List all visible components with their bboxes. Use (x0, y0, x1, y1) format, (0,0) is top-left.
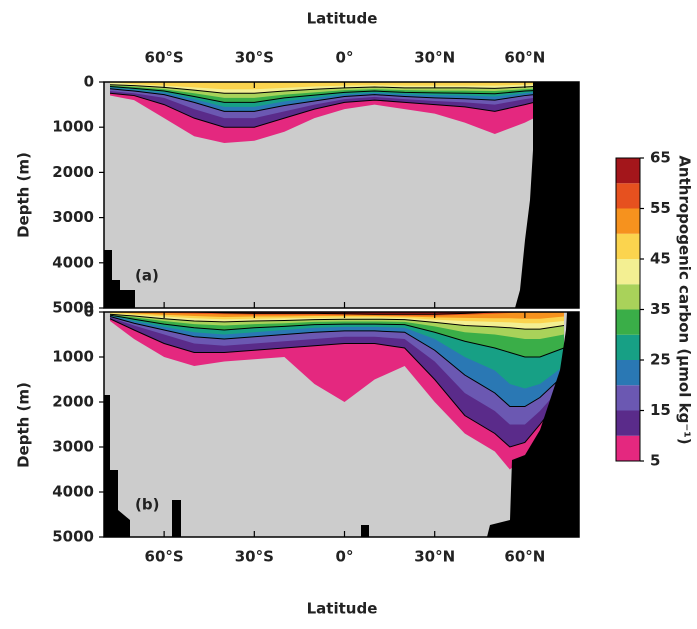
y-tick-label: 1000 (52, 348, 94, 366)
y-tick-label: 2000 (52, 163, 94, 181)
y-axis-title: Depth (m) (15, 152, 33, 238)
land-mass (361, 525, 369, 537)
colorbar-title: Anthropogenic carbon (μmol kg⁻¹) (676, 155, 694, 444)
colorbar-band (616, 385, 640, 411)
colorbar-band (616, 208, 640, 234)
contour-line (109, 84, 534, 94)
panel-label: (b) (135, 496, 159, 514)
y-tick-label: 0 (84, 303, 94, 321)
panel-label: (a) (135, 267, 159, 285)
y-tick-label: 1000 (52, 118, 94, 136)
x-tick-label: 60°N (504, 49, 545, 67)
colorbar-band (616, 435, 640, 461)
land (104, 82, 579, 537)
colorbar-tick-label: 35 (650, 300, 671, 318)
contour-line (109, 88, 534, 112)
y-tick-label: 3000 (52, 208, 94, 226)
colorbar-band (616, 360, 640, 386)
contour-line (110, 312, 564, 315)
y-tick-label: 5000 (52, 528, 94, 546)
y-tick-label: 3000 (52, 438, 94, 456)
colorbar-band (616, 309, 640, 335)
land-mass (172, 500, 181, 537)
x-tick-label: 0° (336, 548, 354, 566)
colorbar-tick-label: 25 (650, 351, 671, 369)
y-axis-title: Depth (m) (15, 382, 33, 468)
y-tick-label: 2000 (52, 393, 94, 411)
contour-line (109, 316, 565, 407)
x-tick-label: 30°N (414, 548, 455, 566)
colorbar-band (616, 259, 640, 285)
colorbar-tick-label: 5 (650, 452, 660, 470)
y-tick-label: 4000 (52, 253, 94, 271)
colorbar-tick-label: 45 (650, 250, 671, 268)
y-tick-label: 0 (84, 73, 94, 91)
land-mass (487, 312, 579, 537)
frame (103, 81, 580, 309)
panel (104, 82, 579, 308)
frame (103, 311, 580, 538)
y-tick-label: 4000 (52, 483, 94, 501)
x-tick-label: 30°N (414, 49, 455, 67)
colorbar-tick-label: 65 (650, 149, 671, 167)
x-tick-label: 60°S (145, 49, 184, 67)
x-axis-title-top: Latitude (307, 10, 378, 28)
x-tick-label: 30°S (235, 548, 274, 566)
x-tick-label: 30°S (235, 49, 274, 67)
colorbar-band (616, 284, 640, 310)
contour-line (109, 92, 535, 128)
x-axis-title-bottom: Latitude (307, 600, 378, 618)
y-tick-label: 5000 (52, 299, 94, 317)
x-tick-label: 60°S (145, 548, 184, 566)
x-tick-label: 0° (336, 49, 354, 67)
colorbar-tick-label: 15 (650, 401, 671, 419)
contour-line (109, 313, 565, 330)
colorbar-band (616, 410, 640, 436)
contour-line (109, 86, 534, 103)
contour-line (109, 314, 565, 358)
contour-region (110, 82, 534, 90)
colorbar-band (616, 183, 640, 209)
colorbar-band (616, 334, 640, 360)
x-tick-label: 60°N (504, 548, 545, 566)
land-mass (104, 250, 135, 308)
colorbar-tick-label: 55 (650, 199, 671, 217)
contour-line (109, 318, 565, 448)
land-mass (104, 395, 130, 537)
panel (104, 312, 579, 537)
colorbar-band (616, 233, 640, 259)
land-mass (515, 82, 579, 308)
colorbar-band (616, 158, 640, 184)
